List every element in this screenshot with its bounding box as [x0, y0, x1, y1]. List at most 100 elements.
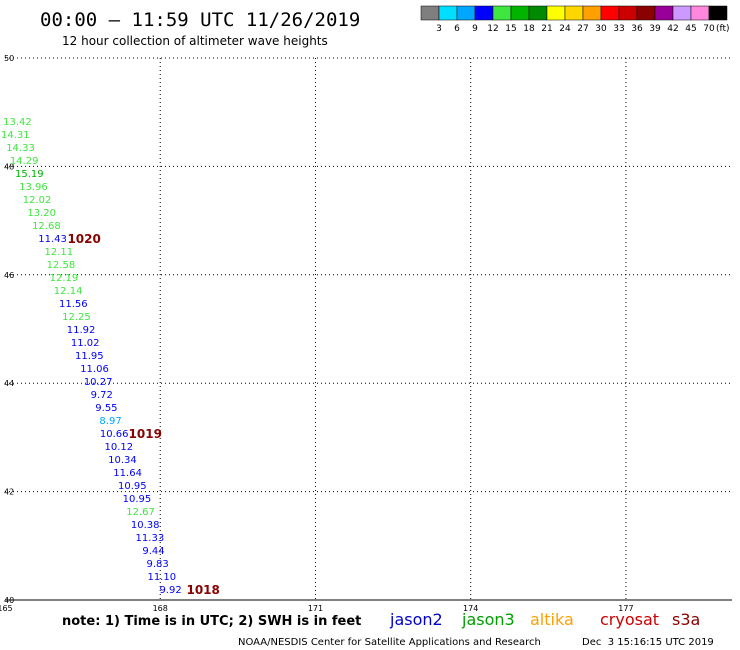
wave-height-reading: 11.02 [71, 338, 100, 349]
wave-height-reading: 11.33 [136, 533, 165, 544]
wave-height-reading: 9.72 [91, 390, 113, 401]
legend-label: 27 [577, 24, 588, 34]
wave-height-reading: 10.66 [100, 429, 129, 440]
wave-height-reading: 12.11 [44, 247, 73, 258]
satellite-jason3: jason3 [461, 610, 515, 629]
wave-height-reading: 11.64 [113, 468, 142, 479]
legend-swatch [564, 5, 584, 21]
legend-swatch [672, 5, 692, 21]
legend-label: 36 [631, 24, 643, 34]
longitude-labels: 165 168 171 174 177 [0, 604, 634, 613]
legend-label: 6 [454, 24, 460, 34]
wave-height-reading: 10.95 [123, 494, 152, 505]
pressure-label: 1020 [67, 232, 100, 246]
wave-height-reading: 11.56 [59, 299, 88, 310]
wave-height-reading: 11.92 [67, 325, 96, 336]
legend-swatch [654, 5, 674, 21]
page-title: 00:00 – 11:59 UTC 11/26/2019 [40, 9, 360, 31]
wave-height-reading: 8.97 [99, 416, 121, 427]
legend-swatch [474, 5, 494, 21]
pressure-label: 1018 [186, 583, 219, 597]
wave-height-reading: 10.38 [131, 520, 160, 531]
lat-lon-grid [5, 57, 732, 601]
wave-height-reading: 12.19 [50, 273, 79, 284]
wave-height-reading: 12.02 [23, 195, 52, 206]
legend-swatch [546, 5, 566, 21]
legend-label: 21 [541, 24, 552, 34]
lat-tick-label: 50 [4, 54, 14, 63]
legend-swatch [636, 5, 656, 21]
legend-swatch [438, 5, 458, 21]
legend-swatch [690, 5, 710, 21]
wave-height-reading: 10.27 [84, 377, 113, 388]
legend-swatch [528, 5, 548, 21]
wave-height-reading: 11.10 [147, 572, 176, 583]
wave-height-reading: 12.25 [62, 312, 91, 323]
wave-height-reading: 12.58 [47, 260, 76, 271]
pressure-labels: 1020 1019 1018 [67, 232, 219, 597]
legend-swatch [420, 5, 440, 21]
satellite-legend: jason2 jason3 altika cryosat s3a [389, 610, 700, 629]
wave-height-reading: 14.29 [10, 156, 39, 167]
wave-height-reading: 15.19 [15, 169, 44, 180]
wave-height-reading: 11.06 [80, 364, 109, 375]
legend-swatch [708, 5, 728, 21]
wave-height-reading: 10.95 [118, 481, 147, 492]
lon-tick-label: 177 [618, 604, 633, 613]
legend-swatch [600, 5, 620, 21]
lat-tick-label: 46 [4, 271, 14, 280]
footer-credit: NOAA/NESDIS Center for Satellite Applica… [238, 637, 541, 648]
legend-label: 30 [595, 24, 607, 34]
legend-label: 70 [703, 24, 715, 34]
legend-label: 9 [472, 24, 478, 34]
wave-height-reading: 12.14 [54, 286, 83, 297]
wave-height-reading: 14.33 [6, 143, 35, 154]
footer-timestamp: Dec 3 15:16:15 UTC 2019 [582, 637, 714, 648]
wave-height-reading: 11.95 [75, 351, 104, 362]
legend-swatch [510, 5, 530, 21]
legend-swatch [492, 5, 512, 21]
wave-height-reading: 12.68 [32, 221, 61, 232]
legend-label: 24 [559, 24, 571, 34]
wave-height-reading: 14.31 [1, 130, 30, 141]
wave-height-reading: 9.55 [95, 403, 117, 414]
color-legend: 3 6 9 12 15 18 21 24 27 30 33 36 39 42 45 70 (ft) [420, 5, 730, 34]
wave-height-reading: 13.96 [19, 182, 48, 193]
legend-label: 12 [487, 24, 498, 34]
lon-tick-label: 168 [153, 604, 168, 613]
satellite-cryosat: cryosat [600, 610, 659, 629]
pressure-label: 1019 [129, 427, 162, 441]
lon-tick-label: 174 [463, 604, 478, 613]
wave-height-reading: 9.83 [147, 559, 169, 570]
satellite-jason2: jason2 [389, 610, 443, 629]
wave-height-reading: 13.42 [3, 117, 32, 128]
legend-label: 42 [667, 24, 678, 34]
satellite-altika: altika [530, 610, 574, 629]
legend-unit: (ft) [716, 24, 730, 34]
legend-swatch [456, 5, 476, 21]
legend-label: 15 [505, 24, 516, 34]
wave-height-reading: 13.20 [27, 208, 56, 219]
wave-height-readings: 13.42 14.31 14.33 14.29 15.19 13.96 12.02 13.20… [1, 117, 182, 596]
lon-tick-label: 171 [308, 604, 323, 613]
legend-swatch [618, 5, 638, 21]
legend-label: 39 [649, 24, 661, 34]
legend-label: 45 [685, 24, 696, 34]
legend-label: 18 [523, 24, 535, 34]
wave-height-reading: 9.92 [159, 585, 181, 596]
latitude-labels: 50 48 46 44 42 40 [4, 54, 14, 605]
wave-height-reading: 9.44 [142, 546, 164, 557]
wave-height-reading: 12.67 [126, 507, 155, 518]
wave-height-reading: 11.43 [38, 234, 67, 245]
legend-label: 33 [613, 24, 624, 34]
lon-tick-label: 165 [0, 604, 13, 613]
legend-label: 3 [436, 24, 442, 34]
wave-height-reading: 10.12 [105, 442, 134, 453]
lat-tick-label: 48 [4, 162, 14, 171]
page-subtitle: 12 hour collection of altimeter wave hei… [62, 34, 328, 48]
satellite-s3a: s3a [672, 610, 700, 629]
legend-swatch [582, 5, 602, 21]
lat-tick-label: 42 [4, 488, 14, 497]
lat-tick-label: 44 [4, 379, 14, 388]
